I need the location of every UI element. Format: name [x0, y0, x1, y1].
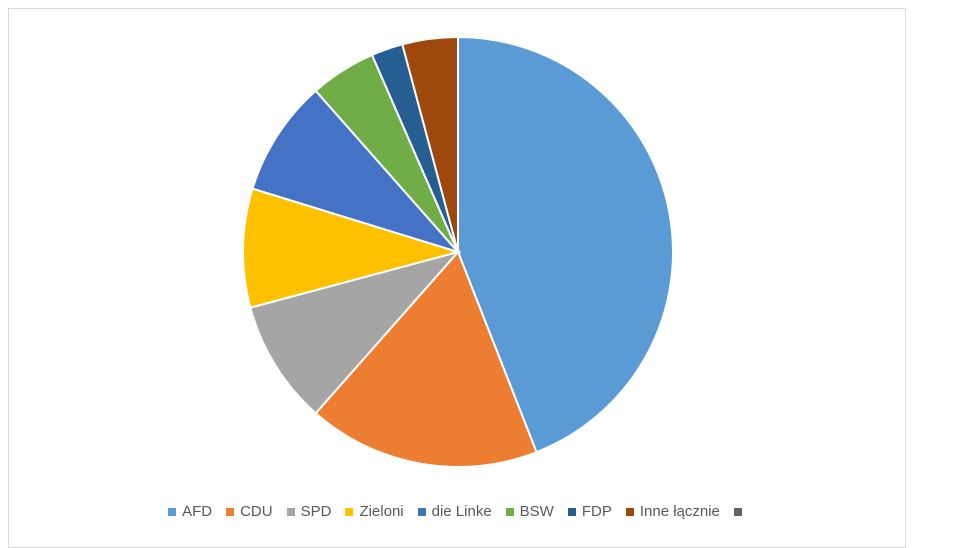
pie-slice-cdu [314, 250, 538, 468]
legend-item [733, 507, 748, 516]
legend-label: FDP [581, 503, 612, 520]
legend-swatch [505, 507, 514, 516]
legend-label: SPD [300, 503, 332, 520]
pie-slice-afd [457, 35, 674, 454]
legend-item: AFD [168, 503, 212, 520]
legend-label: Inne łącznie [639, 503, 720, 520]
pie-slice-spd [249, 250, 461, 415]
legend-swatch [625, 507, 634, 516]
legend-label: die Linke [431, 503, 492, 520]
legend-swatch [417, 507, 426, 516]
legend-label: CDU [240, 503, 273, 520]
chart-area: AFD CDU SPD Zieloni die Linke BSW FDP Inne łącz… [8, 8, 906, 548]
legend-swatch [733, 507, 742, 516]
legend-swatch [286, 507, 295, 516]
legend-label: Zieloni [359, 503, 404, 520]
legend-item: FDP [567, 503, 612, 520]
pie-chart [242, 35, 674, 468]
legend-swatch [345, 507, 354, 516]
legend-label: AFD [182, 503, 213, 520]
legend-item: CDU [226, 503, 273, 520]
legend-item: Inne łącznie [625, 503, 720, 520]
legend-label: BSW [519, 503, 554, 520]
legend-swatch [567, 507, 576, 516]
pie-slice-zieloni [242, 187, 462, 309]
legend-swatch [226, 507, 235, 516]
legend-item: SPD [286, 503, 332, 520]
chart-legend: AFD CDU SPD Zieloni die Linke BSW FDP Inne łącz… [9, 503, 907, 520]
pie-slice-inne-łącznie [401, 35, 459, 253]
pie-slice-die-linke [251, 89, 462, 255]
legend-item: Zieloni [345, 503, 404, 520]
legend-swatch [168, 507, 177, 516]
legend-item: BSW [505, 503, 554, 520]
legend-item: die Linke [417, 503, 492, 520]
